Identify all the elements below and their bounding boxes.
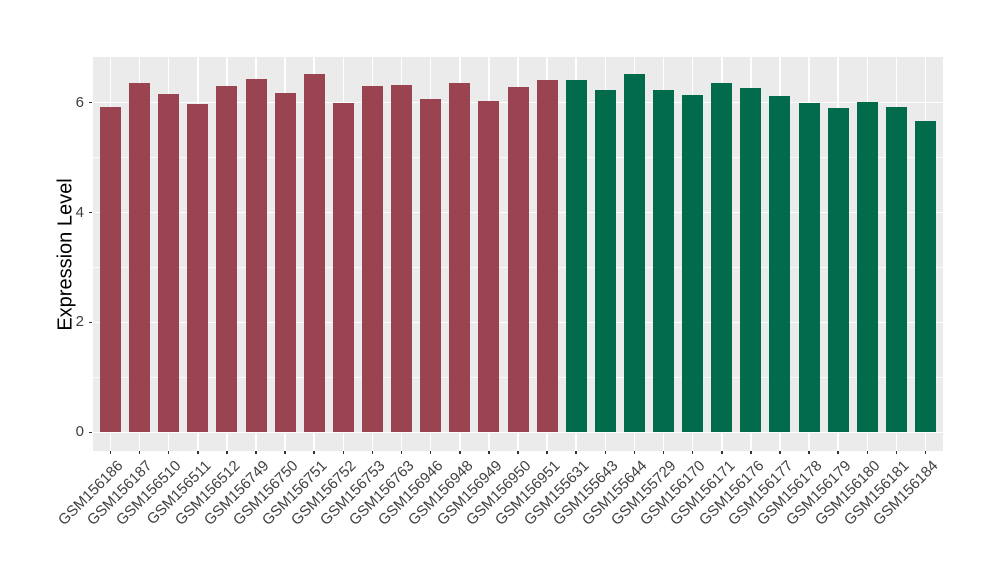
x-axis-tick <box>808 451 810 454</box>
bar-GSM156752 <box>332 103 354 433</box>
x-axis-tick <box>604 451 607 454</box>
x-axis-tick <box>924 451 927 454</box>
bar-GSM155631 <box>565 80 587 433</box>
bar-GSM155729 <box>653 90 675 433</box>
bar-GSM156512 <box>216 85 238 433</box>
bar-GSM156510 <box>158 93 180 433</box>
x-axis-tick <box>662 451 665 454</box>
bar-GSM156171 <box>711 82 733 433</box>
x-axis-tick <box>342 451 345 454</box>
y-axis-tick <box>89 431 92 434</box>
x-axis-tick <box>371 451 374 454</box>
bar-GSM156750 <box>274 92 296 433</box>
y-axis-tick <box>89 321 92 324</box>
x-axis-tick <box>429 451 432 454</box>
x-axis-tick <box>284 451 286 454</box>
bar-GSM155644 <box>623 73 645 433</box>
y-axis-tick <box>89 101 92 104</box>
bar-GSM156511 <box>187 103 209 433</box>
bar-GSM156749 <box>245 79 267 433</box>
bar-GSM156951 <box>536 80 558 433</box>
x-axis-tick <box>313 451 315 454</box>
x-axis-tick <box>895 451 898 454</box>
bar-GSM156751 <box>303 73 325 433</box>
x-axis-tick <box>400 451 403 454</box>
x-axis-tick <box>750 451 752 454</box>
x-axis-tick <box>866 451 869 454</box>
x-axis-tick <box>138 451 141 454</box>
bar-GSM156178 <box>798 103 820 433</box>
bar-GSM156948 <box>449 82 471 433</box>
bar-GSM156184 <box>915 120 937 433</box>
x-axis-tick <box>837 451 839 454</box>
bar-GSM155643 <box>594 90 616 433</box>
bar-GSM156177 <box>769 95 791 433</box>
bar-GSM156763 <box>391 84 413 433</box>
bar-GSM156181 <box>885 107 907 433</box>
x-axis-tick <box>517 451 519 454</box>
bar-GSM156950 <box>507 86 529 433</box>
bar-GSM156753 <box>361 85 383 433</box>
x-axis-tick <box>226 451 228 454</box>
bar-GSM156176 <box>740 88 762 433</box>
x-axis-tick <box>109 451 112 454</box>
y-axis-tick <box>89 211 92 214</box>
bar-GSM156946 <box>420 99 442 433</box>
y-axis-title: Expression Level <box>54 177 77 331</box>
bar-GSM156949 <box>478 100 500 433</box>
x-axis-tick <box>255 451 257 454</box>
bar-GSM156187 <box>129 82 151 433</box>
bar-GSM156186 <box>99 107 121 433</box>
y-tick-label: 2 <box>75 313 84 331</box>
bar-GSM156170 <box>682 95 704 433</box>
bar-GSM156180 <box>856 101 878 433</box>
x-axis-tick <box>167 451 170 454</box>
x-axis-tick <box>633 451 636 454</box>
x-axis-tick <box>691 451 694 454</box>
plot-panel <box>93 57 943 451</box>
x-axis-tick <box>197 451 199 454</box>
x-axis-tick <box>721 451 723 454</box>
x-axis-tick <box>779 451 781 454</box>
x-axis-tick <box>459 451 461 454</box>
y-tick-label: 6 <box>75 93 84 111</box>
x-axis-tick <box>488 451 490 454</box>
y-tick-label: 0 <box>75 423 84 441</box>
x-axis-tick <box>546 451 548 454</box>
bar-GSM156179 <box>827 107 849 433</box>
y-tick-label: 4 <box>75 203 84 221</box>
x-axis-tick <box>575 451 577 454</box>
